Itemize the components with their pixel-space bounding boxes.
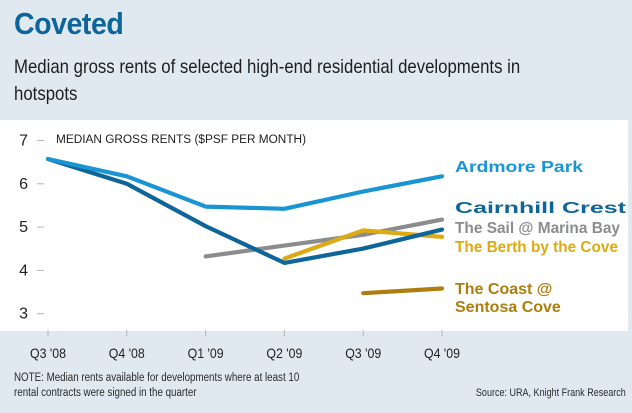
x-tick-label: Q2 '09 (266, 345, 302, 361)
series-label: The Sail @ Marina Bay (455, 220, 620, 237)
y-axis-label: MEDIAN GROSS RENTS ($PSF PER MONTH) (56, 134, 306, 146)
x-tick-label: Q3 '09 (345, 345, 381, 361)
series-labels: Ardmore Park Cairnhill Crest The Sail @ Ma… (455, 159, 627, 316)
x-tick-label: Q4 '09 (424, 345, 460, 361)
series-label: The Berth by the Cove (455, 239, 618, 256)
series-line-the-coast-sentosa-cove (361, 286, 445, 296)
y-tick-label: 5 (19, 219, 28, 236)
series-label: Ardmore Park (455, 159, 583, 176)
chart-title: Coveted (14, 6, 124, 41)
series-line-cairnhill-crest (45, 156, 445, 265)
plot-area (0, 120, 628, 331)
y-tick-label: 4 (19, 262, 28, 279)
chart-subtitle: Median gross rents of selected high-end … (14, 56, 521, 105)
y-tick-label: 6 (19, 176, 28, 193)
x-tick-label: Q4 '08 (109, 345, 145, 361)
series-lines (45, 156, 445, 296)
x-tick-label: Q1 '09 (188, 345, 224, 361)
series-label: The Coast @ Sentosa Cove (455, 281, 561, 316)
x-tick-label: Q3 '08 (30, 345, 66, 361)
footnote: NOTE: Median rents available for develop… (14, 372, 300, 399)
source-credit: Source: URA, Knight Frank Research (476, 387, 626, 399)
y-tick-label: 7 (19, 133, 28, 150)
y-tick-label: 3 (19, 306, 28, 323)
y-axis: 3 4 5 6 7 (19, 133, 44, 323)
series-label: Cairnhill Crest (455, 200, 627, 217)
series-line-the-sail-marina-bay (203, 217, 445, 259)
series-line-ardmore-park (45, 156, 445, 211)
x-axis: Q3 '08 Q4 '08 Q1 '09 Q2 '09 Q3 '09 Q4 '09 (30, 330, 460, 361)
